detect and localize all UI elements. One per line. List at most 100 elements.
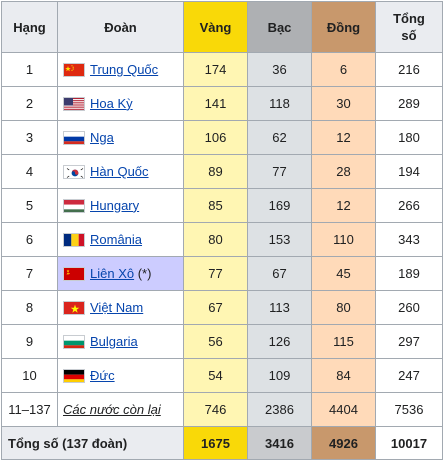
- silver-cell: 126: [247, 324, 312, 359]
- silver-cell: 113: [247, 290, 312, 325]
- team-cell: Hoa Kỳ: [57, 86, 184, 121]
- bronze-cell: 30: [311, 86, 376, 121]
- total-total: 10017: [375, 426, 443, 460]
- team-cell: Đức: [57, 358, 184, 393]
- bronze-cell: 12: [311, 120, 376, 155]
- bronze-cell: 115: [311, 324, 376, 359]
- total-cell: 189: [375, 256, 443, 291]
- rank-cell: 7: [1, 256, 58, 291]
- flag-russia-icon[interactable]: [63, 131, 85, 146]
- gold-cell: 56: [183, 324, 248, 359]
- rank-cell: 1: [1, 52, 58, 87]
- silver-cell: 67: [247, 256, 312, 291]
- bronze-header[interactable]: Đồng: [311, 1, 376, 53]
- team-cell: Liên Xô (*): [57, 256, 184, 291]
- table-row: 10 Đức 54 109 84 247: [1, 358, 443, 393]
- silver-cell: 169: [247, 188, 312, 223]
- other-nations-link[interactable]: Các nước còn lại: [63, 402, 161, 417]
- gold-cell: 746: [183, 392, 248, 427]
- rank-cell: 5: [1, 188, 58, 223]
- gold-cell: 85: [183, 188, 248, 223]
- total-bronze: 4926: [311, 426, 376, 460]
- rank-cell: 3: [1, 120, 58, 155]
- total-cell: 289: [375, 86, 443, 121]
- total-cell: 194: [375, 154, 443, 189]
- footer-row: Tổng số (137 đoàn) 1675 3416 4926 10017: [1, 426, 443, 460]
- gold-cell: 80: [183, 222, 248, 257]
- country-link[interactable]: Bulgaria: [90, 333, 138, 349]
- total-label: Tổng số (137 đoàn): [1, 426, 184, 460]
- total-cell: 343: [375, 222, 443, 257]
- flag-germany-icon[interactable]: [63, 369, 85, 384]
- bronze-cell: 84: [311, 358, 376, 393]
- bronze-cell: 12: [311, 188, 376, 223]
- table-row: 7 Liên Xô (*) 77 67 45 189: [1, 256, 443, 291]
- silver-cell: 153: [247, 222, 312, 257]
- total-header-line2: số: [401, 28, 417, 43]
- rank-cell: 9: [1, 324, 58, 359]
- country-link[interactable]: Hàn Quốc: [90, 163, 149, 179]
- total-header-line1: Tổng: [393, 11, 425, 26]
- bronze-cell: 110: [311, 222, 376, 257]
- country-link[interactable]: Hoa Kỳ: [90, 95, 133, 111]
- rank-cell: 4: [1, 154, 58, 189]
- gold-cell: 67: [183, 290, 248, 325]
- total-silver: 3416: [247, 426, 312, 460]
- total-cell: 266: [375, 188, 443, 223]
- flag-south-korea-icon[interactable]: [63, 165, 85, 180]
- team-cell: Các nước còn lại: [57, 392, 184, 427]
- bronze-cell: 80: [311, 290, 376, 325]
- total-header[interactable]: Tổng số: [375, 1, 443, 53]
- gold-cell: 106: [183, 120, 248, 155]
- total-cell: 297: [375, 324, 443, 359]
- silver-cell: 109: [247, 358, 312, 393]
- rank-cell: 6: [1, 222, 58, 257]
- total-cell: 260: [375, 290, 443, 325]
- country-link[interactable]: Trung Quốc: [90, 61, 159, 77]
- flag-china-icon[interactable]: [63, 63, 85, 78]
- total-gold: 1675: [183, 426, 248, 460]
- table-row: 8 Việt Nam 67 113 80 260: [1, 290, 443, 325]
- flag-vietnam-icon[interactable]: [63, 301, 85, 316]
- flag-hungary-icon[interactable]: [63, 199, 85, 214]
- total-cell: 180: [375, 120, 443, 155]
- team-header[interactable]: Đoàn: [57, 1, 184, 53]
- gold-cell: 54: [183, 358, 248, 393]
- total-cell: 7536: [375, 392, 443, 427]
- country-link[interactable]: Nga: [90, 129, 114, 145]
- table-row: 5 Hungary 85 169 12 266: [1, 188, 443, 223]
- country-link[interactable]: Đức: [90, 367, 115, 383]
- silver-cell: 77: [247, 154, 312, 189]
- silver-header[interactable]: Bạc: [247, 1, 312, 53]
- rank-cell: 11–137: [1, 392, 58, 427]
- bronze-cell: 6: [311, 52, 376, 87]
- rank-cell: 2: [1, 86, 58, 121]
- rank-header[interactable]: Hạng: [1, 1, 58, 53]
- gold-cell: 77: [183, 256, 248, 291]
- team-cell: Việt Nam: [57, 290, 184, 325]
- country-link[interactable]: Việt Nam: [90, 299, 144, 315]
- table-row: 2 Hoa Kỳ 141 118 30 289: [1, 86, 443, 121]
- silver-cell: 2386: [247, 392, 312, 427]
- flag-usa-icon[interactable]: [63, 97, 85, 112]
- flag-bulgaria-icon[interactable]: [63, 335, 85, 350]
- silver-cell: 118: [247, 86, 312, 121]
- gold-cell: 174: [183, 52, 248, 87]
- gold-header[interactable]: Vàng: [183, 1, 248, 53]
- team-cell: Trung Quốc: [57, 52, 184, 87]
- total-cell: 216: [375, 52, 443, 87]
- table-row: 11–137 Các nước còn lại 746 2386 4404 7536: [1, 392, 443, 427]
- bronze-cell: 4404: [311, 392, 376, 427]
- team-cell: Nga: [57, 120, 184, 155]
- table-row: 3 Nga 106 62 12 180: [1, 120, 443, 155]
- country-link[interactable]: Hungary: [90, 197, 140, 213]
- host-marker: (*): [134, 265, 152, 281]
- country-link[interactable]: Liên Xô: [90, 265, 135, 281]
- country-link[interactable]: România: [90, 231, 143, 247]
- flag-romania-icon[interactable]: [63, 233, 85, 248]
- gold-cell: 141: [183, 86, 248, 121]
- bronze-cell: 28: [311, 154, 376, 189]
- flag-soviet-union-icon[interactable]: [63, 267, 85, 282]
- bronze-cell: 45: [311, 256, 376, 291]
